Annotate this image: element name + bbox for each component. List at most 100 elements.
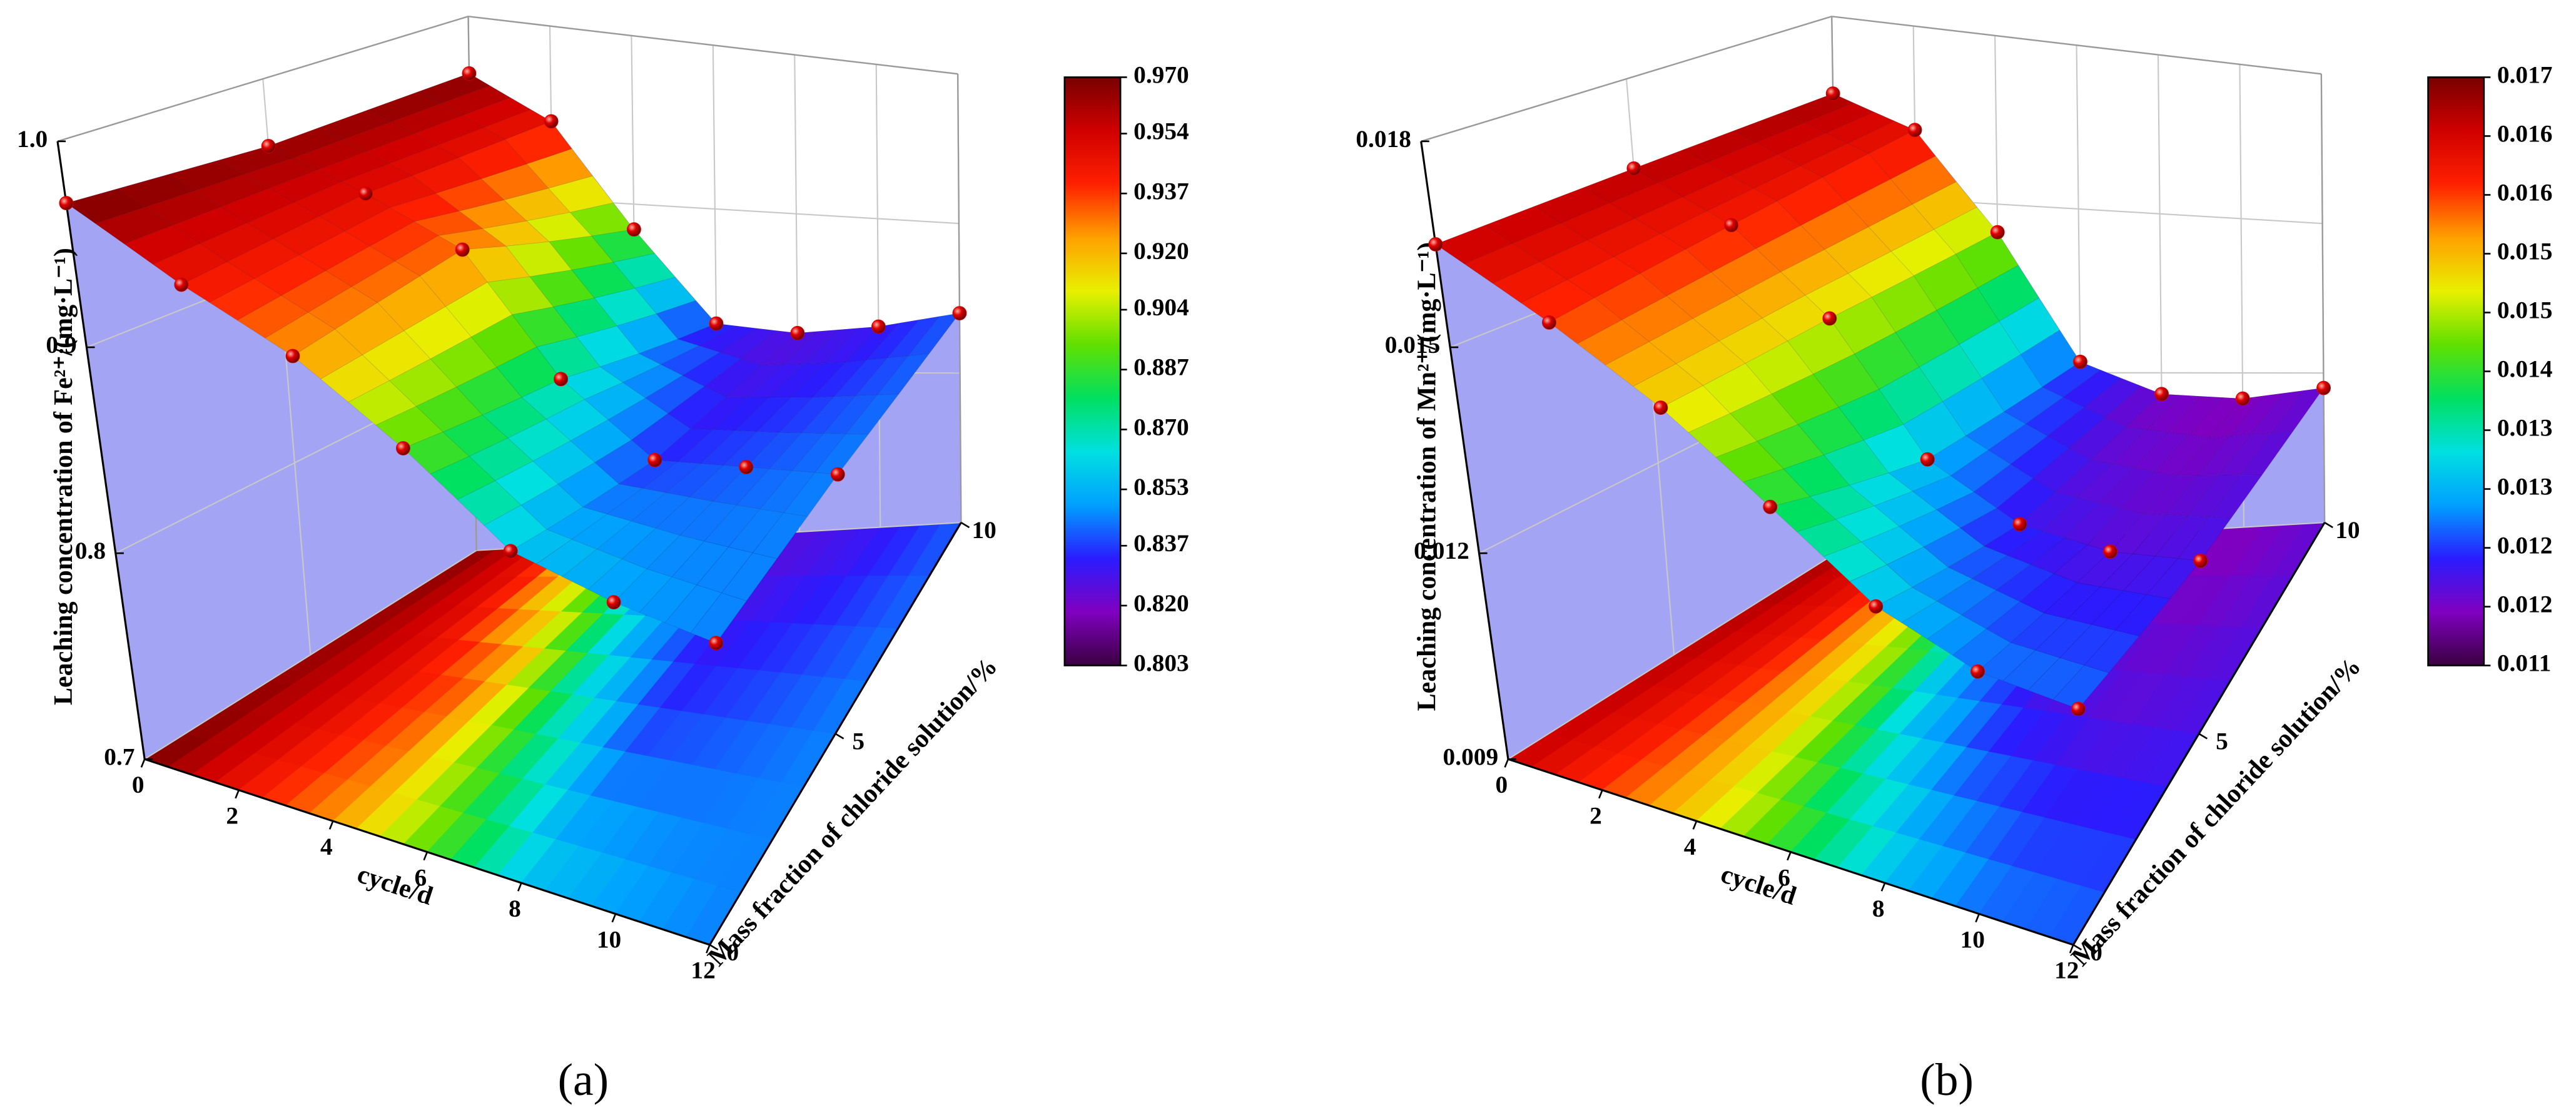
- x-tick: [235, 790, 240, 799]
- data-point: [952, 306, 967, 320]
- colorbar-tick-label: 0.803: [1133, 649, 1189, 677]
- z-tick-label: 0.018: [1356, 125, 1411, 153]
- z-axis-label: Leaching concentration of Fe²⁺/(mg·L⁻¹): [49, 248, 78, 705]
- y-tick-label: 5: [852, 727, 865, 755]
- data-point: [1825, 86, 1840, 101]
- surface-patch: [752, 512, 808, 559]
- x-tick: [1975, 914, 1980, 923]
- x-tick-label: 8: [509, 895, 521, 922]
- data-point: [1970, 664, 1985, 679]
- data-point: [2071, 701, 2086, 716]
- data-point: [1822, 311, 1837, 326]
- box-edge: [1832, 16, 2322, 75]
- colorbar-tick-label: 0.970: [1133, 61, 1189, 88]
- colorbar-tick-label: 0.853: [1133, 473, 1189, 501]
- colorbar-tick-label: 0.012: [2497, 532, 2553, 559]
- y-tick-label: 0: [2090, 939, 2102, 966]
- x-tick-label: 8: [1872, 895, 1885, 922]
- data-point: [285, 349, 300, 364]
- data-point: [1542, 315, 1556, 330]
- data-point: [709, 636, 724, 651]
- box-edge: [468, 16, 958, 75]
- data-point: [2154, 387, 2169, 402]
- colorbar: [2427, 76, 2485, 666]
- data-point: [261, 139, 276, 153]
- surface-patch: [2052, 664, 2109, 710]
- colorbar-tick-label: 0.017: [2497, 61, 2553, 88]
- data-point: [1428, 237, 1443, 252]
- data-point: [462, 66, 477, 81]
- x-tick: [2069, 944, 2074, 954]
- x-tick-label: 4: [320, 833, 333, 860]
- z-tick-label: 0.012: [1414, 537, 1469, 564]
- colorbar-tick-label: 0.015: [2497, 297, 2553, 324]
- x-tick-label: 2: [226, 802, 238, 829]
- x-tick: [517, 882, 522, 892]
- x-tick-label: 2: [1590, 802, 1602, 829]
- surface-patch: [2208, 474, 2263, 519]
- y-tick: [2072, 944, 2082, 951]
- data-point: [544, 114, 559, 129]
- data-point: [1920, 452, 1935, 467]
- data-point: [2012, 517, 2027, 532]
- y-tick-label: 10: [2335, 516, 2360, 544]
- x-tick-label: 6: [415, 863, 427, 891]
- data-point: [709, 316, 724, 331]
- y-tick-label: 5: [2216, 727, 2228, 755]
- colorbar-tick-label: 0.014: [2497, 355, 2553, 383]
- x-tick: [611, 914, 617, 923]
- data-point: [358, 186, 373, 201]
- colorbar-tick-label: 0.887: [1133, 354, 1189, 381]
- colorbar-tick-label: 0.012: [2497, 591, 2553, 618]
- data-point: [739, 460, 754, 474]
- data-point: [174, 277, 189, 292]
- colorbar-tick-label: 0.904: [1133, 293, 1189, 321]
- colorbar-tick-label: 0.920: [1133, 237, 1189, 265]
- data-point: [627, 222, 641, 237]
- data-point: [1626, 161, 1641, 176]
- x-tick: [423, 852, 428, 861]
- colorbar-tick-label: 0.013: [2497, 414, 2553, 442]
- x-tick: [1598, 790, 1603, 799]
- colorbar-tick-label: 0.011: [2497, 649, 2551, 677]
- y-tick: [960, 521, 970, 529]
- y-tick: [709, 944, 719, 951]
- data-point: [2103, 544, 2117, 559]
- z-tick-label: 0.015: [1385, 331, 1441, 359]
- data-point: [396, 440, 410, 456]
- data-point: [455, 242, 470, 257]
- data-point: [790, 325, 805, 340]
- y-tick-label: 10: [971, 516, 996, 544]
- y-tick-label: 0: [727, 939, 739, 966]
- axis-line: [2072, 522, 2326, 945]
- colorbar-tick-label: 0.937: [1133, 177, 1189, 205]
- data-point: [871, 319, 886, 334]
- surface-patch: [845, 394, 900, 435]
- colorbar-tick-label: 0.016: [2497, 120, 2553, 147]
- z-tick-label: 0.009: [1443, 743, 1499, 770]
- x-tick-label: 4: [1684, 833, 1696, 860]
- colorbar-tick-label: 0.016: [2497, 179, 2553, 206]
- data-point: [1653, 400, 1668, 415]
- data-point: [1907, 123, 1922, 138]
- x-tick: [1504, 758, 1509, 768]
- y-tick: [2198, 733, 2208, 740]
- colorbar: [1063, 76, 1122, 666]
- z-tick-label: 1.0: [17, 125, 48, 153]
- data-point: [1990, 225, 2005, 240]
- x-tick-label: 10: [597, 925, 621, 953]
- y-tick: [2324, 521, 2333, 529]
- grid-line: [875, 64, 881, 527]
- box-edge: [57, 16, 469, 142]
- box-edge: [956, 74, 962, 523]
- data-point: [830, 467, 845, 482]
- x-tick-label: 0: [132, 771, 145, 798]
- data-point: [606, 595, 621, 609]
- x-tick-label: 10: [1960, 925, 1985, 953]
- x-tick: [1692, 820, 1698, 830]
- axis-line: [56, 141, 146, 760]
- box-edge: [1421, 16, 1832, 142]
- caption: (b): [1920, 1054, 1974, 1105]
